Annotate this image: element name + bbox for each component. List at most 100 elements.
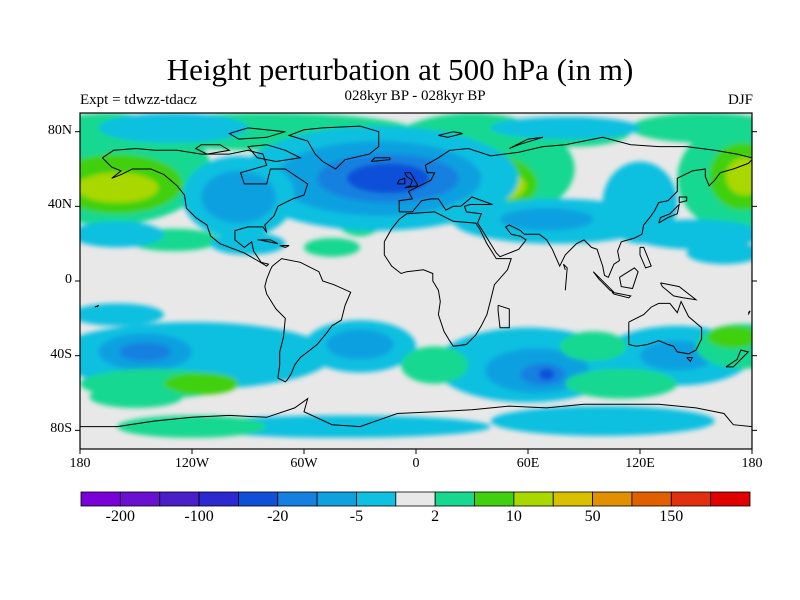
coastline: [497, 304, 510, 329]
colorbar-label: 150: [659, 508, 684, 525]
coastline: [592, 271, 615, 293]
contour-region: [304, 238, 360, 257]
coastline: [678, 196, 688, 204]
contour-region: [80, 221, 164, 248]
coastline: [247, 144, 302, 163]
contour-region: [490, 406, 715, 436]
colorbar-swatch: [119, 491, 161, 507]
coastline: [399, 159, 752, 278]
contour-region: [630, 219, 752, 250]
contour-region: [490, 116, 640, 140]
coastline: [686, 357, 694, 363]
coastline: [94, 304, 100, 308]
colorbar-swatch: [434, 491, 475, 507]
contour-region: [539, 368, 555, 380]
contour-region: [725, 157, 752, 196]
coastline: [725, 349, 750, 368]
coastline: [611, 291, 632, 299]
coastline: [396, 177, 406, 185]
contour-region: [630, 113, 752, 143]
colorbar-swatch: [356, 491, 397, 507]
coastline: [628, 300, 703, 355]
lon-tick-label: 180: [741, 456, 763, 471]
coastline: [660, 282, 698, 301]
coastline: [228, 127, 286, 140]
contour-region: [201, 170, 276, 224]
coastline: [438, 131, 463, 138]
lon-tick-label: 180: [69, 456, 91, 471]
coastline: [563, 263, 568, 291]
contour-region: [326, 329, 394, 360]
colorbar: [80, 491, 751, 507]
contour-region: [80, 303, 164, 326]
coastline: [370, 157, 391, 162]
coastline: [639, 246, 652, 269]
contour-region: [346, 163, 430, 194]
colorbar-swatch: [631, 491, 672, 507]
plot-subtitle: 028kyr BP - 028kyr BP: [344, 88, 486, 104]
contour-region: [640, 340, 715, 371]
colorbar-swatch: [592, 491, 633, 507]
colorbar-swatch: [80, 491, 121, 507]
coastline: [619, 267, 639, 290]
contour-region: [210, 232, 286, 255]
colorbar-label: 10: [505, 508, 522, 525]
lat-tick-label: 40S: [50, 346, 72, 362]
lat-tick-label: 80S: [50, 421, 72, 437]
colorbar-label: -20: [267, 508, 289, 525]
lon-tick-label: 60W: [290, 456, 318, 471]
colorbar-label: -5: [349, 508, 364, 525]
axis-ticks: [75, 131, 757, 454]
colorbar-label: 50: [584, 508, 601, 525]
colorbar-label: -200: [105, 508, 135, 525]
contour-region: [707, 325, 752, 349]
lat-tick-label: 80N: [47, 122, 72, 138]
colorbar-swatch: [238, 491, 279, 507]
contour-region: [500, 208, 594, 231]
coastline: [383, 211, 512, 347]
colorbar-label: 2: [431, 508, 440, 525]
lon-tick-label: 0: [412, 456, 420, 471]
contour-region: [80, 172, 159, 203]
coastline: [747, 310, 751, 315]
coastline: [194, 144, 231, 155]
colorbar-swatch: [513, 491, 554, 507]
colorbar-swatch: [552, 491, 593, 507]
coastlines: [80, 125, 752, 428]
contour-region: [686, 241, 752, 265]
lat-tick-label: 40N: [47, 197, 72, 213]
coastline: [658, 203, 681, 224]
colorbar-swatch: [316, 491, 357, 507]
colorbar-label: -100: [184, 508, 214, 525]
contour-region: [119, 342, 172, 362]
colorbar-swatch: [198, 491, 239, 507]
contour-region: [164, 372, 239, 395]
colorbar-swatch: [159, 491, 200, 507]
coastline: [257, 239, 279, 245]
coastline: [509, 136, 544, 149]
colorbar-swatch: [710, 491, 751, 507]
experiment-label: Expt = tdwzz-tdacz: [80, 92, 197, 108]
coastline: [264, 258, 352, 383]
coastline: [398, 136, 752, 212]
lon-tick-label: 120E: [625, 456, 655, 471]
colorbar-swatch: [670, 491, 712, 507]
coastline: [102, 147, 309, 267]
lon-tick-label: 60E: [516, 456, 540, 471]
contour-region: [192, 415, 491, 438]
colorbar-swatch: [474, 491, 515, 507]
plot-title: Height perturbation at 500 hPa (in m): [166, 52, 634, 87]
contour-region: [98, 113, 249, 143]
contour-region: [89, 385, 183, 408]
lat-tick-label: 0: [65, 272, 72, 287]
coastline: [80, 397, 752, 428]
contour-region: [565, 368, 678, 399]
contour-region: [117, 415, 267, 438]
colorbar-swatch: [277, 491, 318, 507]
coastline: [287, 125, 380, 170]
lon-tick-label: 120W: [174, 456, 210, 471]
contour-region: [559, 331, 627, 362]
season-label: DJF: [727, 92, 753, 108]
coastline: [279, 245, 290, 248]
